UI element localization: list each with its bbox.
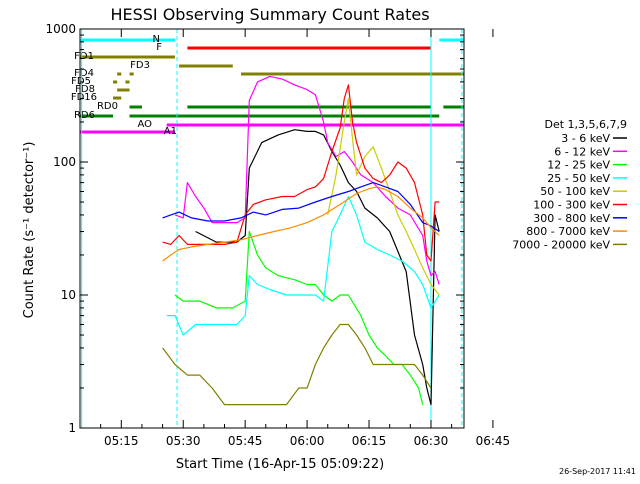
flag-label-f: F: [156, 42, 162, 53]
flag-label-fd4: FD4: [74, 68, 94, 79]
y-tick-label-1: 1: [68, 421, 76, 435]
y-axis-label: Count Rate (s⁻¹ detector⁻¹): [22, 142, 37, 319]
legend-label-50-100-kev: 50 - 100 keV: [540, 185, 610, 198]
axes: 05:15 05:30 05:45 06:00 06:15 06:30 06:45 1 10 10…: [45, 22, 510, 448]
series-3-6-kev: [195, 129, 440, 406]
footer-timestamp: 26-Sep-2017 11:41: [559, 467, 636, 476]
x-tick-label-06-30: 06:30: [414, 434, 449, 448]
plot-frame: [79, 28, 465, 429]
series-7000-20000-kev: [162, 323, 432, 406]
series-12-25-kev: [174, 230, 424, 405]
y-tick-label-1000: 1000: [45, 22, 76, 36]
flag-label-rd0: RD0: [97, 101, 118, 112]
legend-label-3-6-kev: 3 - 6 keV: [561, 132, 610, 145]
legend-label-100-300-kev: 100 - 300 keV: [533, 199, 610, 212]
series-25-50-kev: [166, 195, 440, 336]
series-300-800-kev: [162, 182, 440, 232]
flag-label-fd3: FD3: [130, 60, 150, 71]
y-tick-label-10: 10: [61, 288, 76, 302]
legend-label-800-7000-kev: 800 - 7000 keV: [526, 225, 610, 238]
series-50-100-kev: [327, 97, 440, 296]
legend-label-12-25-kev: 12 - 25 keV: [547, 159, 610, 172]
x-tick-label-05-15: 05:15: [104, 434, 139, 448]
series-lines: [162, 75, 440, 406]
legend-label-25-50-kev: 25 - 50 keV: [547, 172, 610, 185]
flag-label-fd16: FD16: [71, 92, 97, 103]
x-tick-label-06-15: 06:15: [352, 434, 387, 448]
legend-label-6-12-kev: 6 - 12 keV: [554, 145, 610, 158]
x-tick-label-05-45: 05:45: [228, 434, 263, 448]
x-tick-label-05-30: 05:30: [166, 434, 201, 448]
flag-label-fd8: FD8: [75, 84, 95, 95]
series-800-7000-kev: [162, 186, 440, 262]
legend-label-300-800-kev: 300 - 800 keV: [533, 212, 610, 225]
x-axis-label: Start Time (16-Apr-15 05:09:22): [176, 457, 384, 472]
flag-label-fd1: FD1: [74, 51, 94, 62]
flag-label-ao: AO: [137, 119, 152, 130]
flag-label-n: N: [153, 34, 160, 45]
legend-title: Det 1,3,5,6,7,9: [544, 118, 627, 131]
legend-label-7000-20000-kev: 7000 - 20000 keV: [512, 238, 610, 251]
series-100-300-kev: [162, 84, 440, 262]
flag-label-rd6: RD6: [74, 110, 95, 121]
flag-label-a1: A1: [164, 126, 177, 137]
y-tick-label-100: 100: [53, 155, 76, 169]
chart-title: HESSI Observing Summary Count Rates: [110, 5, 429, 24]
series-6-12-kev: [174, 75, 440, 285]
x-tick-label-06-00: 06:00: [290, 434, 325, 448]
x-tick-label-06-45: 06:45: [476, 434, 511, 448]
